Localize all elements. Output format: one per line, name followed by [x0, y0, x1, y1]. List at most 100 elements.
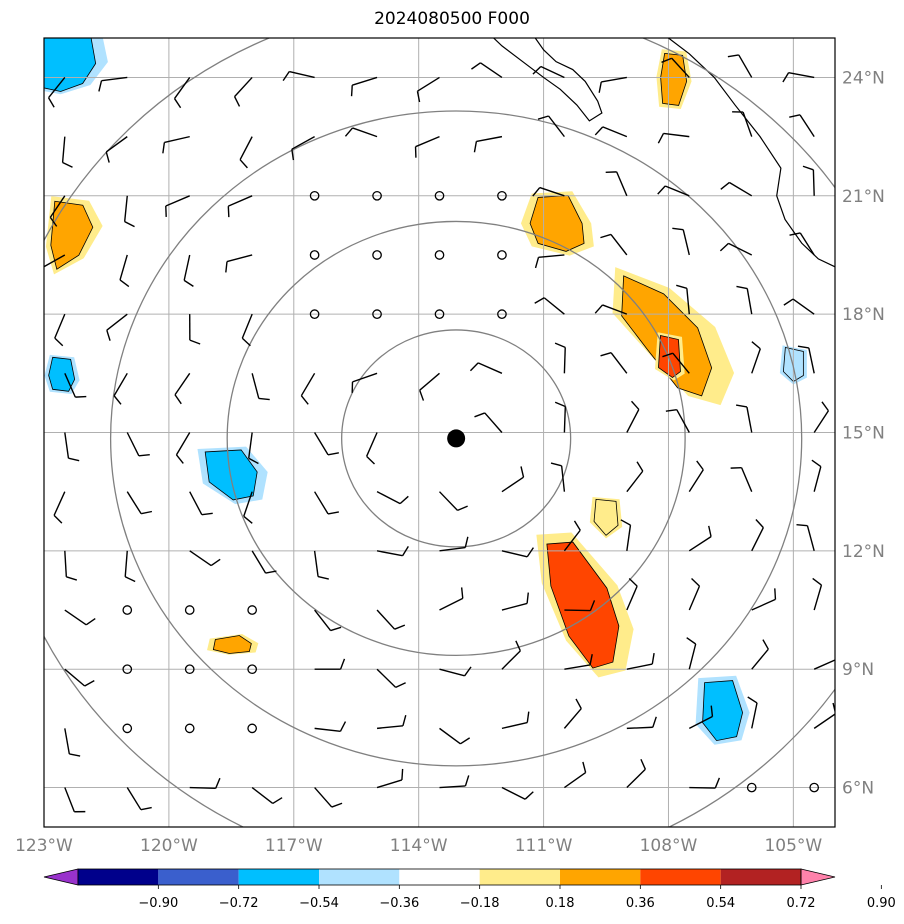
wind-barb-flag [300, 395, 309, 405]
wind-barb-staff [314, 432, 329, 456]
wind-barb-flag [620, 519, 631, 526]
calm-wind-circle [434, 190, 445, 201]
wind-barb-staff [291, 136, 315, 150]
wind-barb-flag [774, 588, 777, 600]
wind-barb-flag [113, 395, 122, 405]
wind-barb-staff [799, 114, 815, 138]
wind-barb-staff [228, 195, 253, 207]
wind-barb-staff [248, 432, 253, 459]
wind-barb-staff [738, 54, 753, 78]
wind-barb-staff [439, 727, 461, 745]
wind-barb-staff [751, 648, 769, 670]
wind-barb-staff [251, 786, 274, 804]
wind-barb-flag [710, 705, 714, 717]
wind-barb-flag [339, 721, 347, 732]
wind-barb-flag [272, 797, 283, 805]
latitude-labels: 24°N 21°N 18°N 15°N 12°N 9°N 6°N [842, 68, 885, 798]
wind-barb-flag [720, 181, 730, 190]
wind-barb-staff [682, 229, 690, 256]
wind-barb-staff [688, 715, 713, 729]
wind-barb-flag [291, 149, 295, 161]
wind-barb-staff [64, 432, 70, 459]
wind-barb-flag [589, 654, 593, 666]
wind-barb-flag [811, 459, 822, 468]
wind-barb-flag [662, 352, 674, 358]
wind-barb-staff [616, 171, 628, 197]
range-ring [341, 329, 572, 548]
wind-barb-staff [234, 76, 253, 98]
wind-barb-flag [243, 515, 253, 524]
wind-barb-staff [688, 469, 704, 493]
calm-wind-circle [309, 250, 320, 260]
latitude-label: 6°N [842, 779, 874, 799]
calm-wind-circle [247, 664, 258, 675]
wind-barb-flag [676, 284, 688, 289]
wind-barb-flag [708, 525, 712, 537]
wind-barb-staff [751, 348, 761, 374]
wind-barb-staff [788, 71, 815, 79]
colorbar-tick-label: −0.72 [219, 896, 259, 911]
wind-barb-staff [813, 466, 822, 492]
calm-wind-circle [372, 309, 382, 319]
wind-barb-staff [540, 65, 565, 79]
shaded-region-core [593, 498, 619, 536]
wind-barb-staff [439, 785, 466, 789]
wind-barb-flag [233, 96, 241, 107]
wind-barb-staff [812, 169, 815, 196]
shaded-region-core [48, 356, 76, 392]
wind-barb-flag [331, 802, 343, 808]
wind-barb-staff [64, 728, 71, 755]
latitude-label: 9°N [842, 660, 874, 680]
wind-barb-staff [813, 410, 830, 433]
wind-barb-staff [610, 233, 628, 256]
wind-barb-flag [215, 777, 221, 789]
colorbar-segment [479, 869, 560, 885]
wind-barb-staff [501, 602, 528, 611]
wind-barb-flag [241, 337, 251, 347]
wind-barb-flag [471, 62, 481, 70]
wind-barb-flag [327, 511, 340, 515]
shaded-region-core [546, 541, 620, 669]
colorbar-tick-label: −0.18 [460, 896, 500, 911]
plot-frame [43, 37, 836, 828]
wind-barb-flag [526, 592, 529, 604]
wind-barb-flag [762, 639, 769, 650]
colorbar-tick-label: 0.72 [787, 896, 816, 911]
wind-barb-flag [554, 342, 566, 348]
wind-barb-staff [101, 76, 128, 82]
wind-barb-flag [457, 505, 468, 512]
wind-barb-staff [601, 76, 627, 83]
longitude-label: 123°W [15, 836, 73, 856]
colorbar-tick-label: 0.36 [626, 896, 655, 911]
wind-barb-staff [543, 297, 565, 315]
wind-barb-flag [751, 341, 761, 350]
wind-barb-staff [751, 598, 776, 611]
shaded-region-core [702, 680, 744, 742]
wind-barb-flag [317, 575, 329, 580]
shaded-region-core [50, 200, 94, 270]
wind-barb-flag [416, 91, 421, 103]
map-title: 2024080500 F000 [374, 9, 530, 29]
wind-barb-flag [54, 337, 64, 347]
wind-barb-staff [740, 467, 753, 492]
wind-barb-flag [532, 65, 542, 75]
wind-barb-flag [657, 185, 666, 195]
wind-barb-staff [300, 372, 316, 397]
wind-barb-staff [439, 597, 464, 611]
wind-barb-flag [657, 133, 665, 144]
wind-barb-staff [376, 609, 396, 630]
wind-barb-staff [439, 546, 466, 552]
wind-barb-staff [376, 491, 401, 505]
storm-center-marker [447, 429, 466, 448]
wind-barb-staff [808, 347, 815, 374]
wind-barb-staff [742, 111, 753, 137]
wind-barb-flag [727, 54, 739, 58]
wind-barb-staff [64, 787, 75, 813]
range-ring [109, 110, 803, 767]
wind-barb-staff [663, 132, 690, 138]
colorbar-extend-min [43, 868, 79, 886]
range-rings [44, 38, 835, 827]
wind-barb-staff [289, 70, 315, 79]
wind-barb-staff [626, 726, 653, 730]
wind-barb-staff [64, 373, 76, 398]
